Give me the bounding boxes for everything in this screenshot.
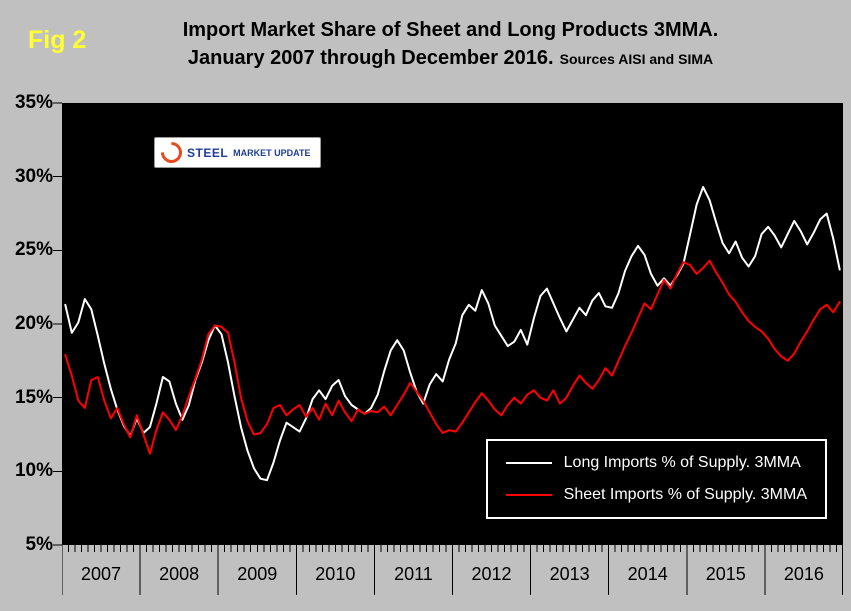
- figure-number-label: Fig 2: [28, 26, 87, 54]
- page-title: Import Market Share of Sheet and Long Pr…: [60, 16, 841, 73]
- steel-market-update-logo: STEEL MARKET UPDATE: [154, 137, 321, 168]
- plot-area: STEEL MARKET UPDATE Long Imports % of Su…: [62, 103, 843, 545]
- x-tick-label-2015: 2015: [705, 564, 746, 584]
- y-tick-label-20: 20%: [14, 313, 53, 334]
- logo-text-steel: STEEL: [187, 145, 229, 160]
- x-tick-label-2016: 2016: [783, 564, 824, 584]
- legend-item-long: Long Imports % of Supply. 3MMA: [505, 454, 807, 472]
- x-axis-labels: 2007 2008 2009 2010 2011 2012 2013 2014 …: [62, 564, 843, 585]
- legend-item-sheet: Sheet Imports % of Supply. 3MMA: [505, 486, 807, 504]
- logo-text-market-update: MARKET UPDATE: [233, 147, 311, 158]
- title-sources: Sources AISI and SIMA: [559, 51, 714, 67]
- logo-swoosh-icon: [156, 137, 187, 168]
- legend-label-long: Long Imports % of Supply. 3MMA: [563, 454, 801, 471]
- y-tick-label-10: 10%: [14, 460, 53, 481]
- y-tick-label-5: 5%: [25, 534, 53, 555]
- series-line-long: [64, 186, 841, 482]
- legend: Long Imports % of Supply. 3MMA Sheet Imp…: [485, 439, 827, 519]
- x-tick-label-2013: 2013: [549, 564, 590, 584]
- title-line-2: January 2007 through December 2016. Sourc…: [60, 44, 841, 73]
- x-tick-label-2012: 2012: [471, 564, 512, 584]
- series-line-sheet: [64, 259, 841, 455]
- series-lines: [64, 186, 841, 482]
- title-date-range: January 2007 through December 2016.: [187, 47, 554, 69]
- y-tick-label-25: 25%: [14, 239, 53, 260]
- x-tick-label-2010: 2010: [315, 564, 356, 584]
- x-tick-label-2007: 2007: [81, 564, 122, 584]
- title-line-1: Import Market Share of Sheet and Long Pr…: [182, 19, 719, 41]
- legend-label-sheet: Sheet Imports % of Supply. 3MMA: [563, 486, 807, 503]
- y-tick-label-35: 35%: [14, 92, 53, 113]
- y-tick-label-15: 15%: [14, 387, 53, 408]
- x-tick-label-2009: 2009: [237, 564, 278, 584]
- legend-line-sample-long: [505, 462, 552, 464]
- x-tick-label-2011: 2011: [394, 564, 433, 584]
- x-axis-ticks: [62, 545, 843, 595]
- legend-line-sample-sheet: [505, 494, 552, 496]
- x-tick-label-2014: 2014: [627, 564, 668, 584]
- y-tick-label-30: 30%: [14, 166, 53, 187]
- x-tick-label-2008: 2008: [159, 564, 200, 584]
- y-axis-ticks: [53, 102, 62, 546]
